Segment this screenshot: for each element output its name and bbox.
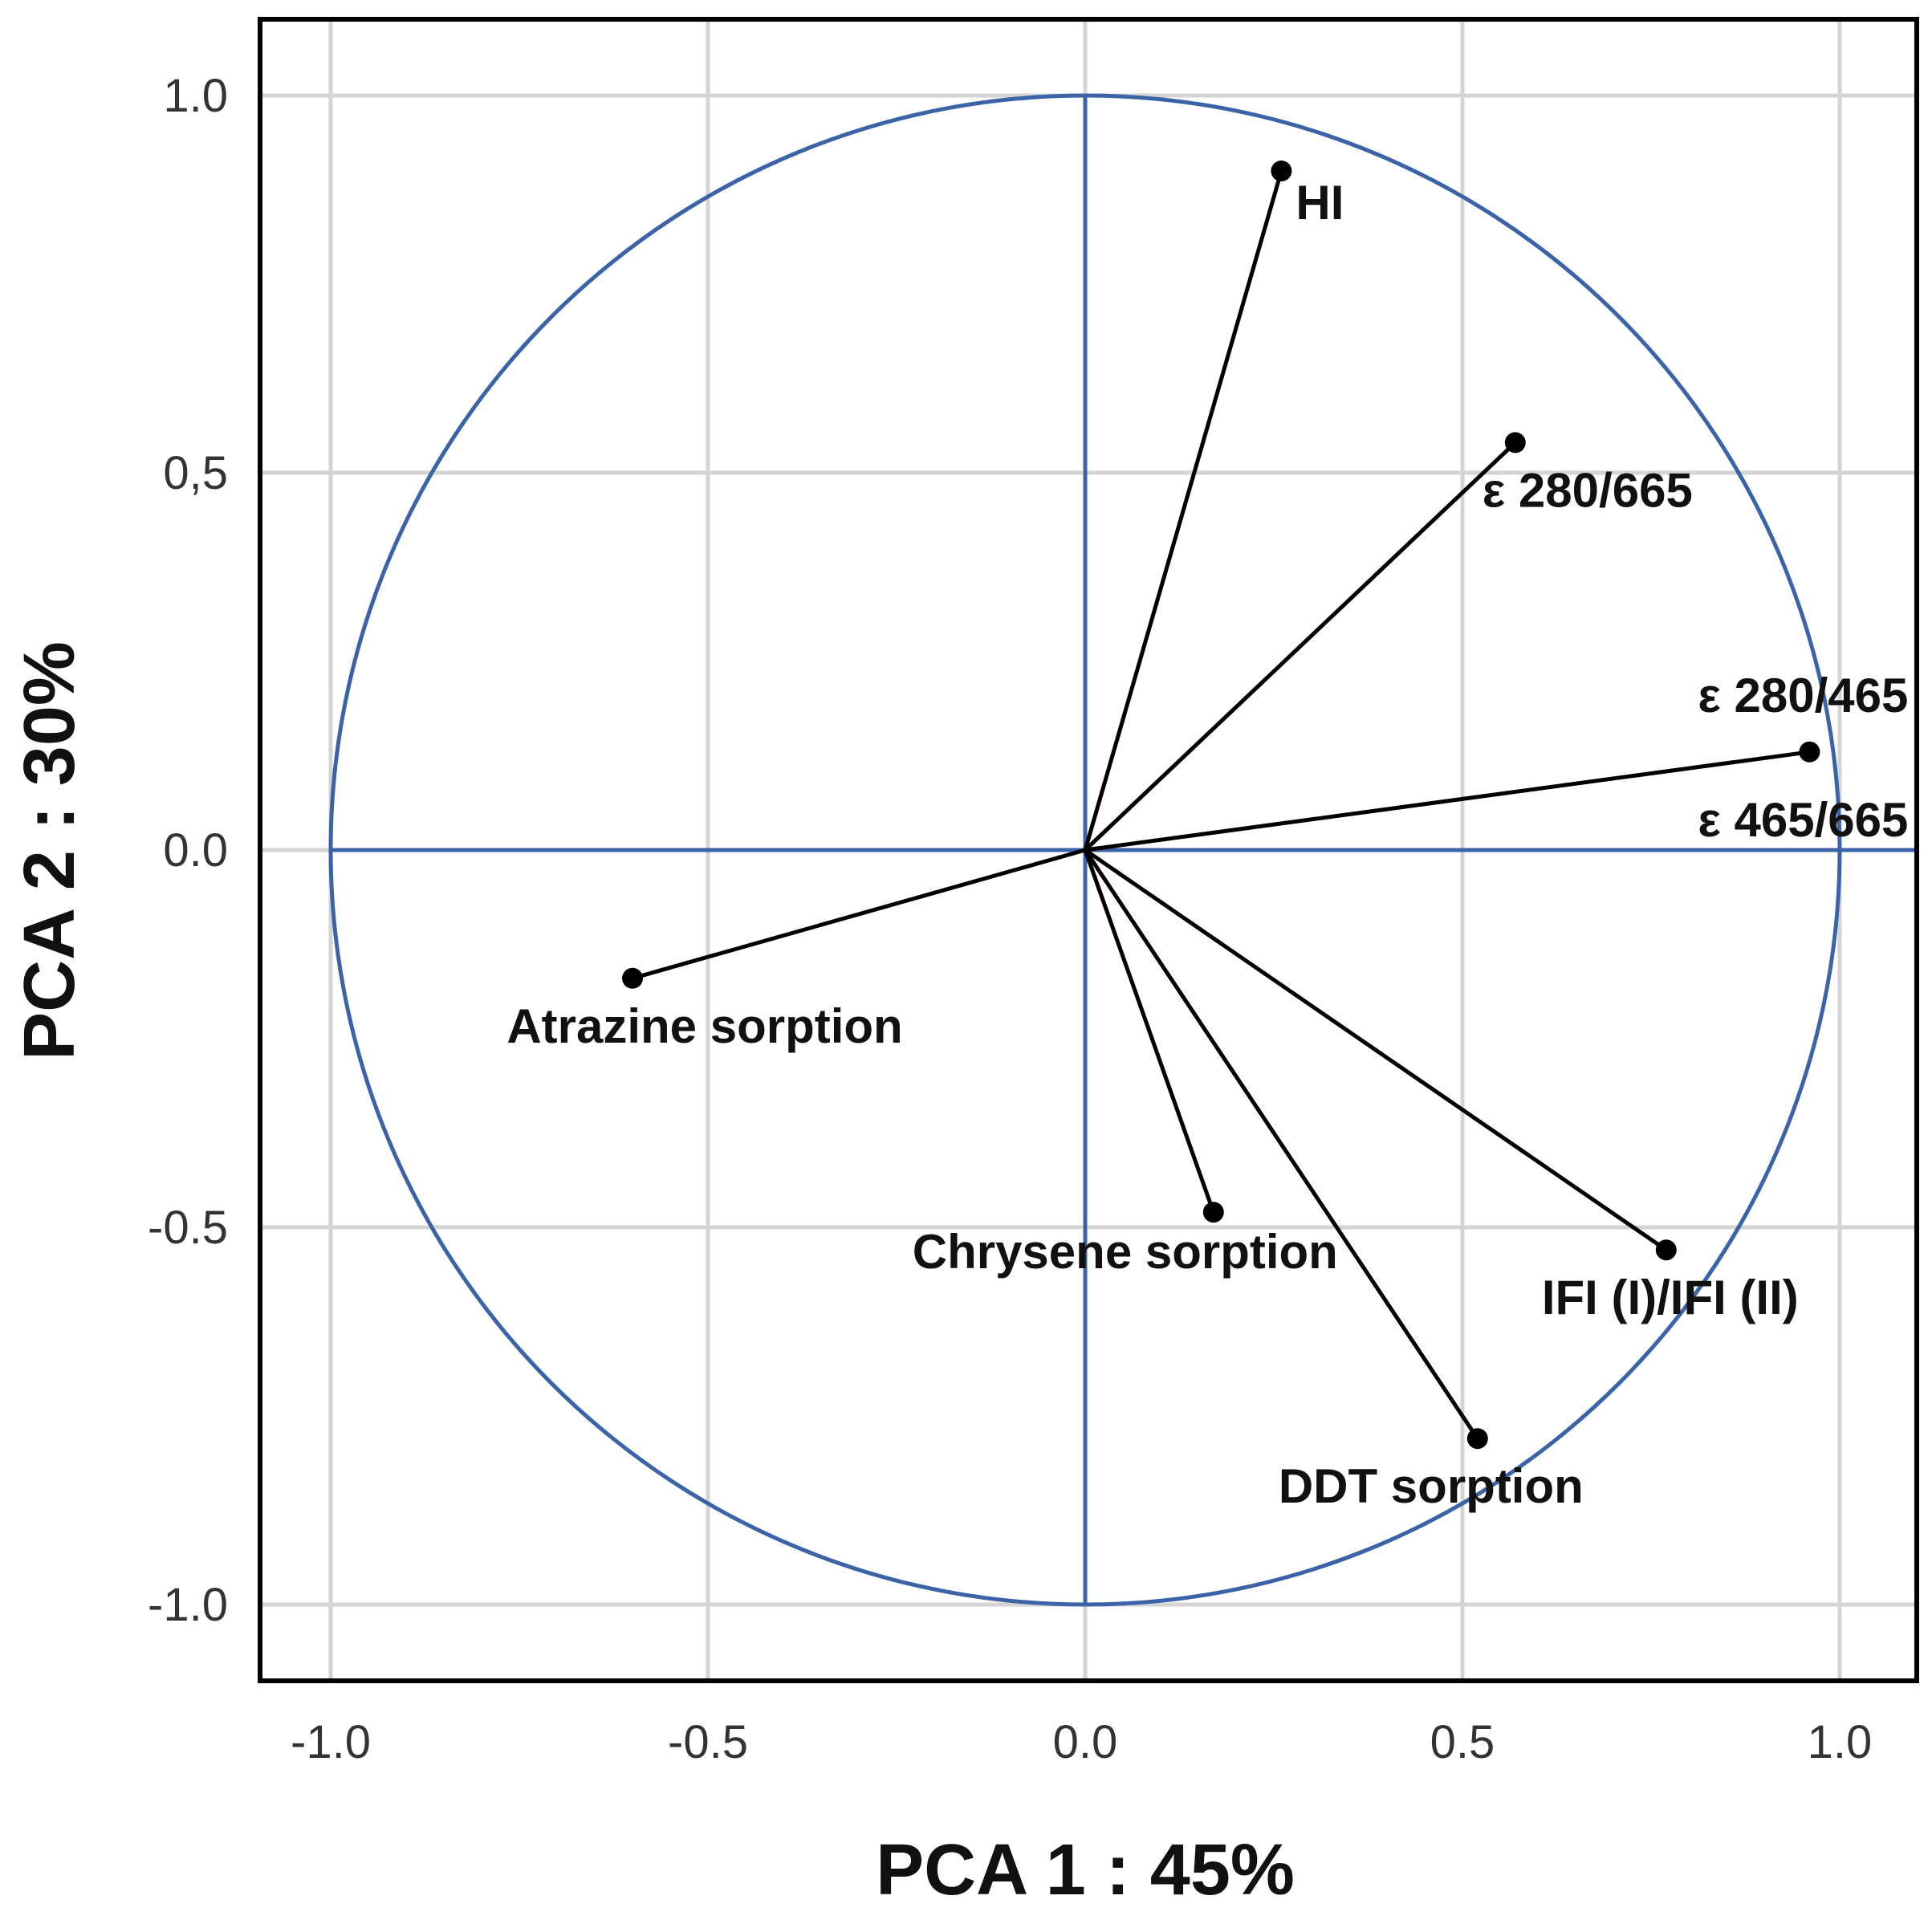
y-tick-label: 1.0 (163, 70, 228, 122)
vector-label: ε 280/665 (1483, 463, 1693, 517)
vector-point (1466, 1428, 1488, 1450)
y-axis-title: PCA 2 : 30% (10, 641, 90, 1060)
vector-line (1083, 849, 1216, 1214)
y-tick-label: -1.0 (148, 1579, 228, 1631)
vector-label: IFI (I)/IFI (II) (1542, 1271, 1799, 1324)
y-tick-label: -0.5 (148, 1202, 228, 1254)
vector-point (622, 967, 643, 989)
vector-point (1202, 1202, 1224, 1223)
vector-label: Atrazine sorption (506, 999, 902, 1053)
x-tick-label: -0.5 (668, 1716, 748, 1768)
vector-line (1084, 848, 1668, 1252)
label-layer: HI ε 280/665 ε 280/465 ε 465/665 Atrazine so… (506, 176, 1908, 1513)
vector-line (1083, 848, 1479, 1440)
vector-label: HI (1295, 176, 1344, 230)
vector-label: DDT sorption (1279, 1459, 1584, 1513)
x-tick-label: 0.0 (1053, 1716, 1118, 1768)
vector-point (1655, 1239, 1677, 1261)
vector-line (632, 848, 1086, 981)
vector-label: Chrysene sorption (913, 1225, 1338, 1279)
circle-layer (328, 93, 1917, 1607)
vector-point (1504, 432, 1526, 454)
vector-point (1271, 161, 1292, 181)
vector-point (1799, 741, 1820, 763)
x-tick-label: 0.5 (1430, 1716, 1495, 1768)
vector-label: ε 465/665 (1698, 793, 1908, 847)
x-tick-label: -1.0 (291, 1716, 371, 1768)
y-tick-label: 0,5 (163, 447, 228, 499)
x-axis-title: PCA 1 : 45% (876, 1830, 1295, 1910)
vector-layer (622, 161, 1820, 1450)
x-tick-label: 1.0 (1808, 1716, 1873, 1768)
plot-frame (258, 17, 1919, 1683)
vector-line (1083, 170, 1283, 851)
vector-line (1084, 441, 1517, 852)
tick-layer: -1.0 -0.5 0.0 0.5 1.0 -1.0 -0.5 0.0 0,5 1.0 (148, 70, 1872, 1768)
vector-label: ε 280/465 (1698, 669, 1908, 722)
vector-line (1084, 750, 1810, 852)
y-tick-label: 0.0 (163, 824, 228, 877)
